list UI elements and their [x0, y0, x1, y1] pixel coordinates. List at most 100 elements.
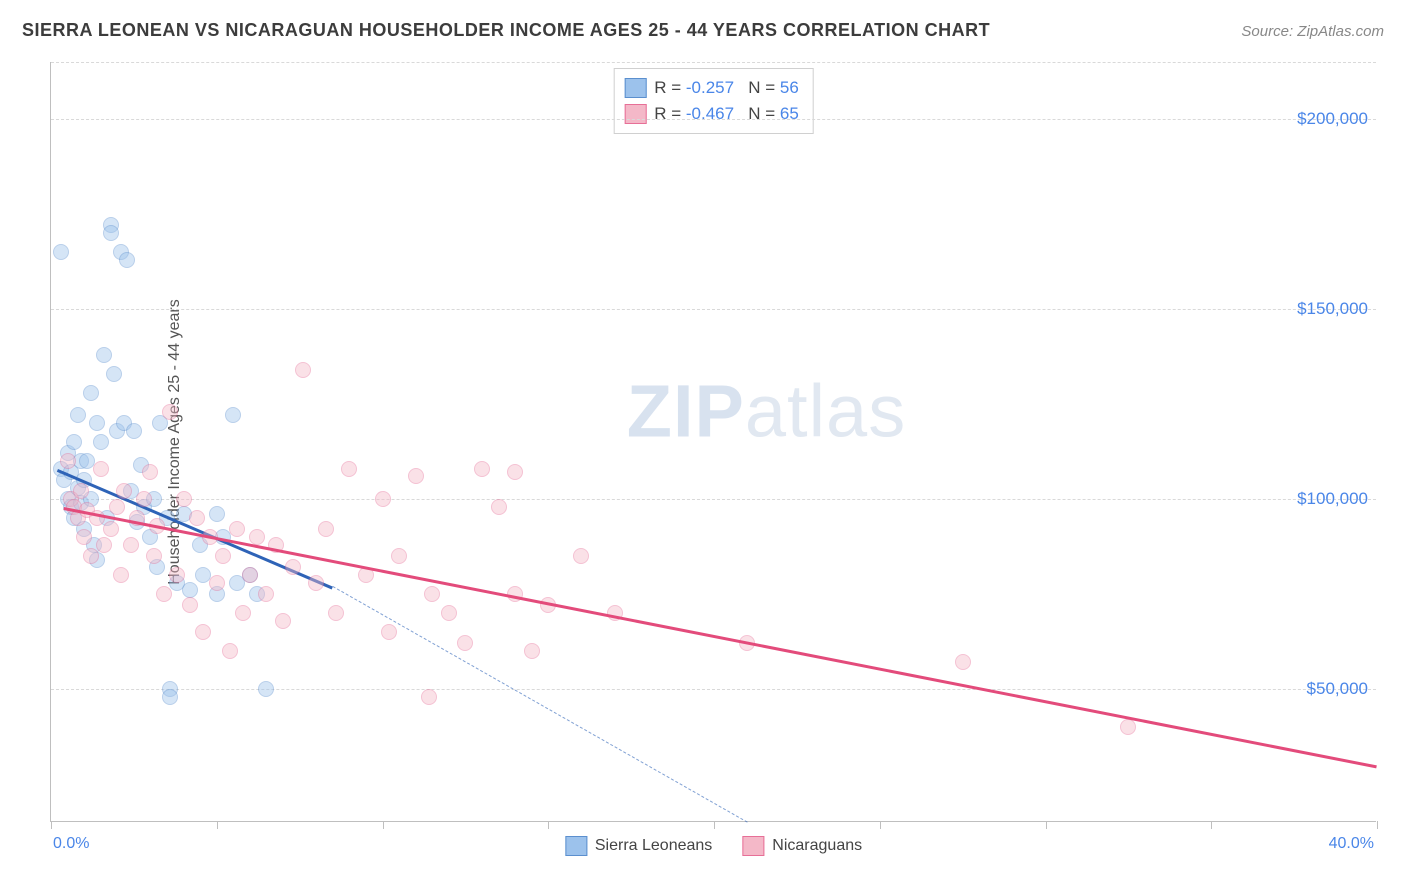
data-point [156, 586, 172, 602]
legend-swatch [624, 104, 646, 124]
data-point [222, 643, 238, 659]
data-point [225, 407, 241, 423]
data-point [295, 362, 311, 378]
data-point [106, 366, 122, 382]
data-point [408, 468, 424, 484]
data-point [524, 643, 540, 659]
data-point [73, 483, 89, 499]
x-tick [217, 821, 218, 829]
data-point [96, 347, 112, 363]
data-point [341, 461, 357, 477]
chart-area: Householder Income Ages 25 - 44 years ZI… [46, 62, 1376, 822]
data-point [109, 499, 125, 515]
data-point [70, 407, 86, 423]
source-name: ZipAtlas.com [1297, 23, 1384, 40]
y-tick-label: $50,000 [1307, 679, 1368, 699]
data-point [209, 575, 225, 591]
data-point [421, 689, 437, 705]
data-point [1120, 719, 1136, 735]
gridline [51, 499, 1376, 500]
data-point [162, 689, 178, 705]
data-point [83, 385, 99, 401]
data-point [209, 506, 225, 522]
source-attribution: Source: ZipAtlas.com [1241, 23, 1384, 40]
data-point [116, 483, 132, 499]
y-tick-label: $200,000 [1297, 109, 1368, 129]
x-tick [1211, 821, 1212, 829]
legend-series-name: Nicaraguans [772, 837, 862, 855]
x-tick [1046, 821, 1047, 829]
data-point [93, 461, 109, 477]
category-legend-item: Nicaraguans [742, 836, 862, 856]
legend-swatch [624, 78, 646, 98]
chart-title: SIERRA LEONEAN VS NICARAGUAN HOUSEHOLDER… [22, 20, 990, 41]
data-point [457, 635, 473, 651]
data-point [103, 521, 119, 537]
data-point [182, 597, 198, 613]
x-tick [51, 821, 52, 829]
data-point [126, 423, 142, 439]
data-point [242, 567, 258, 583]
data-point [146, 548, 162, 564]
data-point [76, 529, 92, 545]
data-point [169, 567, 185, 583]
watermark: ZIPatlas [627, 369, 906, 454]
x-tick [714, 821, 715, 829]
data-point [328, 605, 344, 621]
data-point [189, 510, 205, 526]
data-point [308, 575, 324, 591]
data-point [162, 404, 178, 420]
data-point [258, 681, 274, 697]
data-point [507, 464, 523, 480]
stats-legend-row: R = -0.257 N = 56 [624, 75, 799, 101]
x-tick [1377, 821, 1378, 829]
data-point [275, 613, 291, 629]
legend-series-name: Sierra Leoneans [595, 837, 712, 855]
data-point [83, 548, 99, 564]
source-prefix: Source: [1241, 23, 1297, 40]
data-point [60, 453, 76, 469]
legend-swatch [742, 836, 764, 856]
data-point [89, 415, 105, 431]
trend-line [64, 507, 1377, 768]
y-tick-label: $100,000 [1297, 489, 1368, 509]
gridline [51, 119, 1376, 120]
data-point [391, 548, 407, 564]
data-point [66, 434, 82, 450]
data-point [96, 537, 112, 553]
watermark-bold: ZIP [627, 370, 745, 453]
data-point [573, 548, 589, 564]
data-point [182, 582, 198, 598]
x-axis-min-label: 0.0% [53, 835, 89, 853]
data-point [215, 548, 231, 564]
x-tick [880, 821, 881, 829]
data-point [119, 252, 135, 268]
data-point [136, 491, 152, 507]
data-point [285, 559, 301, 575]
data-point [195, 624, 211, 640]
x-tick [548, 821, 549, 829]
x-axis-max-label: 40.0% [1329, 835, 1374, 853]
data-point [424, 586, 440, 602]
data-point [176, 491, 192, 507]
data-point [113, 567, 129, 583]
plot-region: ZIPatlas R = -0.257 N = 56R = -0.467 N =… [50, 62, 1376, 822]
data-point [381, 624, 397, 640]
data-point [491, 499, 507, 515]
data-point [375, 491, 391, 507]
data-point [229, 521, 245, 537]
category-legend: Sierra Leoneans Nicaraguans [565, 836, 862, 856]
data-point [474, 461, 490, 477]
data-point [258, 586, 274, 602]
stats-legend-row: R = -0.467 N = 65 [624, 101, 799, 127]
watermark-rest: atlas [745, 370, 906, 453]
x-tick [383, 821, 384, 829]
gridline [51, 62, 1376, 63]
data-point [123, 537, 139, 553]
data-point [93, 434, 109, 450]
trend-line [332, 586, 747, 822]
data-point [318, 521, 334, 537]
data-point [103, 225, 119, 241]
y-tick-label: $150,000 [1297, 299, 1368, 319]
data-point [235, 605, 251, 621]
